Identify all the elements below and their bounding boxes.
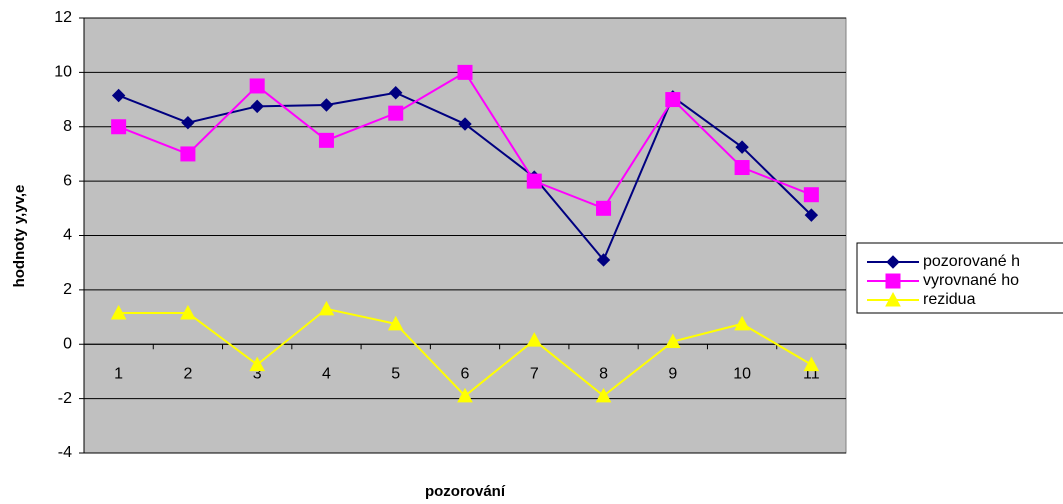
marker <box>595 387 612 403</box>
marker <box>735 140 749 154</box>
marker <box>526 173 542 189</box>
y-tick-label: 4 <box>63 227 72 244</box>
x-tick-label: 3 <box>253 365 262 382</box>
x-tick-label: 4 <box>322 365 331 382</box>
marker <box>249 356 266 372</box>
marker <box>250 99 264 114</box>
legend-label: pozorované h <box>923 253 1020 270</box>
marker <box>804 208 819 222</box>
legend-label: vyrovnané ho <box>923 272 1019 289</box>
y-tick-label: 10 <box>54 64 72 81</box>
x-tick-label: 2 <box>183 365 192 382</box>
x-tick-label: 5 <box>391 365 400 382</box>
legend-label: rezidua <box>923 291 976 308</box>
x-tick-label: 6 <box>461 365 470 382</box>
marker <box>596 200 612 216</box>
marker <box>458 117 472 131</box>
marker <box>734 160 750 176</box>
marker <box>110 304 127 320</box>
x-tick-label: 9 <box>668 365 677 382</box>
y-tick-label: 0 <box>63 335 72 352</box>
y-tick-label: 12 <box>54 9 72 26</box>
marker <box>526 332 543 347</box>
marker <box>457 387 473 403</box>
marker <box>318 300 335 316</box>
y-axis-title: hodnoty y,yv,e <box>11 185 28 288</box>
marker <box>457 64 473 80</box>
marker <box>664 333 681 349</box>
marker <box>734 315 750 331</box>
marker <box>318 132 334 148</box>
marker <box>181 115 195 130</box>
x-tick-label: 7 <box>530 365 539 382</box>
marker <box>180 146 196 162</box>
y-tick-label: -4 <box>58 444 72 461</box>
x-tick-label: 10 <box>733 365 751 382</box>
x-tick-label: 8 <box>599 365 608 382</box>
marker <box>249 78 265 94</box>
marker <box>803 187 819 203</box>
marker <box>665 92 681 108</box>
y-tick-label: -2 <box>58 390 72 407</box>
y-tick-label: 8 <box>63 118 72 135</box>
marker <box>803 356 820 372</box>
x-tick-label: 1 <box>114 365 123 382</box>
marker <box>885 273 901 289</box>
marker <box>388 105 404 121</box>
marker <box>180 304 196 320</box>
x-axis-title: pozorování <box>425 483 506 500</box>
marker <box>111 119 127 135</box>
marker <box>111 88 126 103</box>
y-tick-label: 6 <box>63 172 72 189</box>
marker <box>885 291 901 307</box>
marker <box>886 255 900 269</box>
marker <box>596 253 611 267</box>
y-tick-label: 2 <box>63 281 72 298</box>
marker <box>387 315 404 331</box>
marker <box>319 98 334 112</box>
marker <box>389 86 403 100</box>
